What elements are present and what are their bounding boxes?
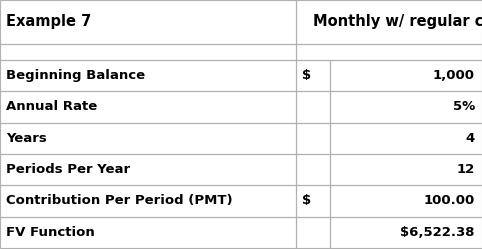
Text: FV Function: FV Function [6, 226, 94, 239]
Text: Contribution Per Period (PMT): Contribution Per Period (PMT) [6, 194, 232, 207]
Text: $: $ [302, 194, 311, 207]
Text: $: $ [302, 69, 311, 82]
Text: Years: Years [6, 132, 47, 145]
Text: 12: 12 [456, 163, 475, 176]
Text: 100.00: 100.00 [424, 194, 475, 207]
Text: Monthly w/ regular contribution: Monthly w/ regular contribution [313, 14, 482, 29]
Bar [296, 0, 482, 44]
Bar [0, 60, 296, 91]
Text: Annual Rate: Annual Rate [6, 100, 97, 113]
Bar [0, 217, 296, 248]
Bar [330, 123, 482, 154]
Bar [296, 217, 330, 248]
Bar [296, 44, 482, 60]
Text: 5%: 5% [453, 100, 475, 113]
Bar [296, 185, 330, 217]
Text: $6,522.38: $6,522.38 [400, 226, 475, 239]
Bar [330, 91, 482, 123]
Bar [0, 91, 296, 123]
Bar [330, 217, 482, 248]
Bar [0, 123, 296, 154]
Bar [296, 60, 330, 91]
Text: Beginning Balance: Beginning Balance [6, 69, 145, 82]
Bar [0, 185, 296, 217]
Bar [296, 91, 330, 123]
Bar [330, 154, 482, 185]
Bar [296, 154, 330, 185]
Text: Example 7: Example 7 [6, 14, 91, 29]
Bar [296, 123, 330, 154]
Bar [0, 44, 296, 60]
Bar [330, 60, 482, 91]
Text: Periods Per Year: Periods Per Year [6, 163, 130, 176]
Bar [330, 185, 482, 217]
Text: 4: 4 [466, 132, 475, 145]
Bar [0, 0, 296, 44]
Text: 1,000: 1,000 [433, 69, 475, 82]
Bar [0, 154, 296, 185]
